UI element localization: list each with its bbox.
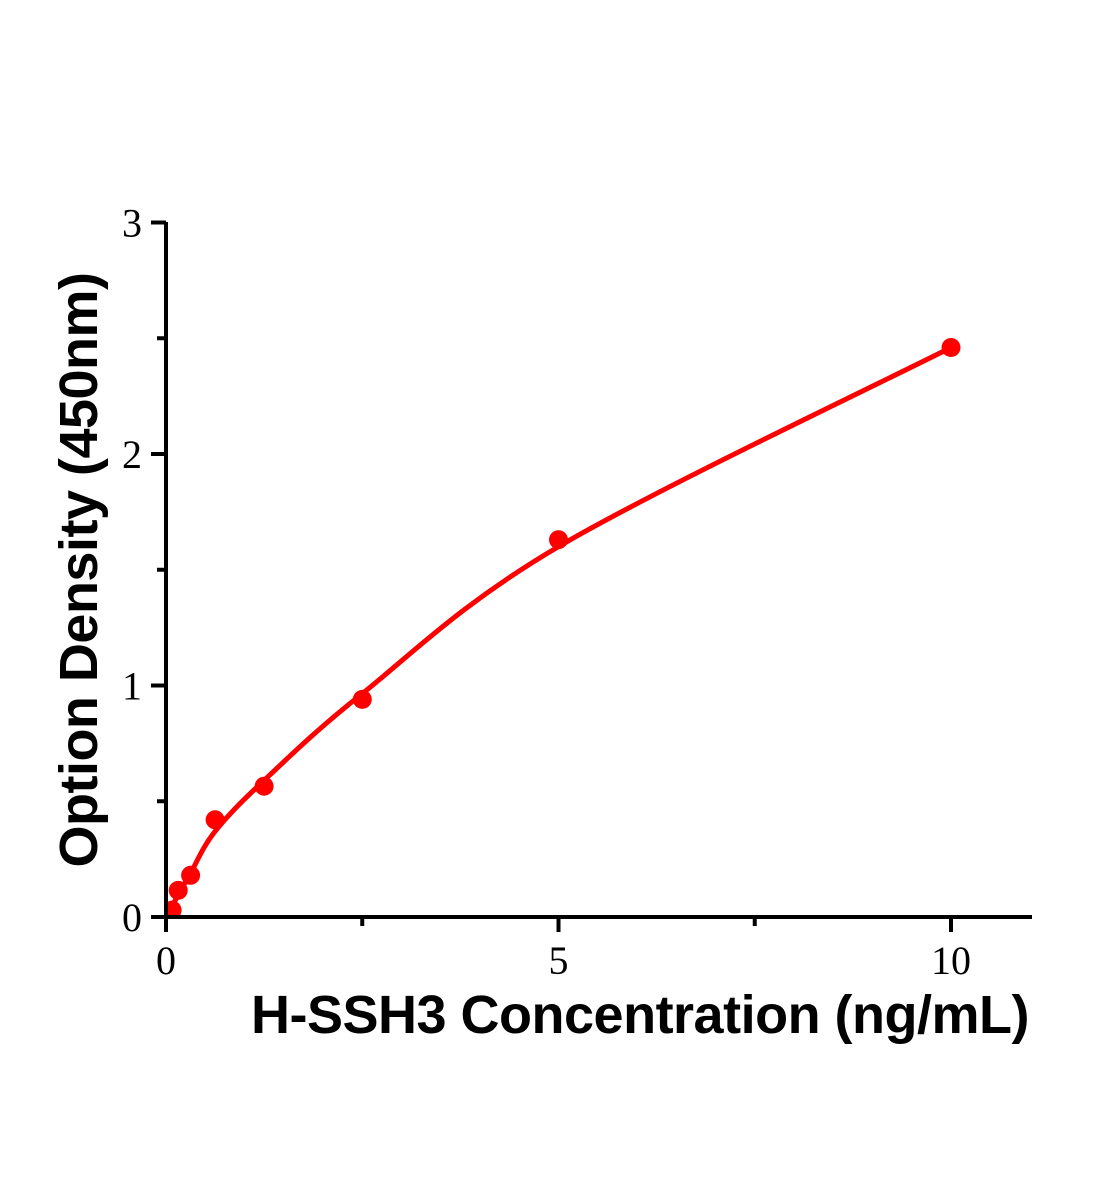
data-layer	[166, 338, 961, 917]
data-point	[549, 530, 568, 550]
data-point	[254, 776, 274, 796]
data-point	[352, 689, 372, 709]
data-point	[168, 880, 188, 900]
y-tick-label: 2	[122, 432, 142, 477]
data-point	[941, 338, 961, 357]
y-tick-label: 0	[122, 895, 142, 940]
tick-layer: 0 5 10 0 1 2 3	[122, 201, 971, 984]
x-tick-label: 10	[931, 938, 971, 983]
data-point	[205, 810, 225, 830]
x-axis-title: H-SSH3 Concentration (ng/mL)	[251, 985, 1029, 1045]
data-point	[166, 900, 182, 917]
x-tick-label: 0	[156, 938, 176, 983]
y-tick-label: 3	[122, 201, 142, 246]
y-axis-title: Option Density (450nm)	[49, 272, 109, 867]
fit-curve	[166, 345, 954, 917]
axes-layer	[164, 222, 1032, 919]
y-tick-label: 1	[122, 664, 142, 709]
data-point	[181, 865, 201, 885]
x-tick-label: 5	[549, 938, 569, 983]
